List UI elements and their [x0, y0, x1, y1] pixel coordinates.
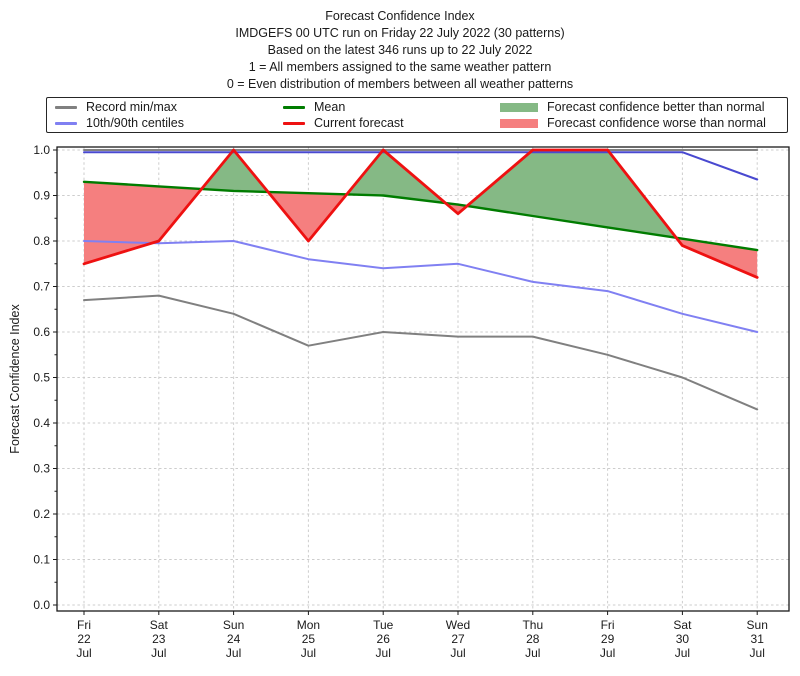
axis-ticks: [53, 149, 758, 615]
svg-text:0.1: 0.1: [33, 553, 50, 567]
svg-text:Jul: Jul: [675, 646, 690, 660]
series-layer: [82, 148, 759, 411]
svg-text:29: 29: [601, 632, 615, 646]
current-forecast-line-swatch: [283, 121, 305, 125]
series-mean-line: [82, 180, 759, 252]
legend-item-record-minmax: Record min/max: [55, 99, 184, 115]
svg-text:27: 27: [451, 632, 465, 646]
x-axis-tick-labels: Fri22JulSat23JulSun24JulMon25JulTue26Jul…: [76, 618, 768, 660]
svg-text:Thu: Thu: [522, 618, 543, 632]
series-10th-centile-line: [83, 240, 759, 333]
svg-text:Fri: Fri: [77, 618, 91, 632]
svg-text:1.0: 1.0: [33, 143, 50, 157]
legend-column-3: Forecast confidence better than normal F…: [500, 99, 766, 131]
legend-item-better-than-normal: Forecast confidence better than normal: [500, 99, 766, 115]
svg-text:Sat: Sat: [150, 618, 169, 632]
chart-subtitle-based: Based on the latest 346 runs up to 22 Ju…: [267, 43, 533, 57]
svg-text:Wed: Wed: [446, 618, 470, 632]
worse-than-normal-patch-swatch: [500, 118, 538, 128]
svg-text:Jul: Jul: [76, 646, 91, 660]
chart-title: Forecast Confidence Index: [325, 9, 475, 23]
legend-item-centiles: 10th/90th centiles: [55, 115, 184, 131]
series-90th-centile-line: [83, 151, 759, 181]
svg-text:0.2: 0.2: [33, 507, 50, 521]
svg-text:Jul: Jul: [525, 646, 540, 660]
legend-label: Mean: [314, 100, 346, 114]
svg-text:Jul: Jul: [450, 646, 465, 660]
svg-text:23: 23: [152, 632, 166, 646]
svg-text:Jul: Jul: [301, 646, 316, 660]
svg-text:0.4: 0.4: [33, 416, 50, 430]
legend-label: Forecast confidence better than normal: [547, 100, 765, 114]
svg-text:31: 31: [751, 632, 765, 646]
svg-text:Fri: Fri: [601, 618, 615, 632]
svg-text:0.0: 0.0: [33, 598, 50, 612]
svg-text:Jul: Jul: [600, 646, 615, 660]
chart-subtitle-scale-zero: 0 = Even distribution of members between…: [226, 77, 574, 91]
legend-label: Current forecast: [314, 116, 404, 130]
legend-item-worse-than-normal: Forecast confidence worse than normal: [500, 115, 766, 131]
plot-frame: [56, 146, 790, 612]
svg-text:Mon: Mon: [297, 618, 320, 632]
svg-text:0.7: 0.7: [33, 280, 50, 294]
better-than-normal-patch-swatch: [500, 102, 538, 112]
svg-text:28: 28: [526, 632, 540, 646]
fill-better-than-normal: [201, 150, 677, 238]
legend-label: 10th/90th centiles: [86, 116, 184, 130]
svg-text:0.9: 0.9: [33, 189, 50, 203]
chart-subtitle-scale-one: 1 = All members assigned to the same wea…: [248, 60, 552, 74]
svg-text:Sat: Sat: [673, 618, 692, 632]
legend-column-1: Record min/max 10th/90th centiles: [55, 99, 184, 131]
record-minmax-line-swatch: [55, 105, 77, 109]
svg-text:Sun: Sun: [223, 618, 244, 632]
svg-text:Jul: Jul: [151, 646, 166, 660]
series-current-forecast-line: [82, 148, 759, 279]
chart-subtitle-run: IMDGEFS 00 UTC run on Friday 22 July 202…: [235, 26, 565, 40]
chart-header: Forecast Confidence Index IMDGEFS 00 UTC…: [0, 8, 800, 93]
svg-text:Jul: Jul: [376, 646, 391, 660]
svg-text:26: 26: [377, 632, 391, 646]
centiles-line-swatch: [55, 121, 77, 125]
svg-text:Jul: Jul: [226, 646, 241, 660]
mean-line-swatch: [283, 105, 305, 109]
y-axis-label: Forecast Confidence Index: [8, 304, 22, 454]
fill-worse-than-normal: [84, 181, 758, 278]
chart-legend: Record min/max 10th/90th centiles Mean C…: [46, 97, 788, 133]
legend-item-mean: Mean: [283, 99, 404, 115]
svg-text:0.6: 0.6: [33, 325, 50, 339]
svg-text:Sun: Sun: [747, 618, 768, 632]
legend-label: Record min/max: [86, 100, 177, 114]
legend-label: Forecast confidence worse than normal: [547, 116, 766, 130]
svg-text:0.3: 0.3: [33, 462, 50, 476]
svg-text:25: 25: [302, 632, 316, 646]
svg-text:Tue: Tue: [373, 618, 394, 632]
series-record-min-line: [83, 294, 759, 411]
y-axis-tick-labels: 0.0 0.1 0.2 0.3 0.4 0.5 0.6 0.7 0.8 0.9 1.0: [33, 143, 50, 612]
svg-text:30: 30: [676, 632, 690, 646]
svg-text:Jul: Jul: [750, 646, 765, 660]
svg-text:0.5: 0.5: [33, 371, 50, 385]
legend-item-current-forecast: Current forecast: [283, 115, 404, 131]
svg-text:24: 24: [227, 632, 241, 646]
fill-layer: [84, 150, 758, 278]
svg-text:0.8: 0.8: [33, 234, 50, 248]
svg-text:22: 22: [77, 632, 91, 646]
legend-column-2: Mean Current forecast: [283, 99, 404, 131]
